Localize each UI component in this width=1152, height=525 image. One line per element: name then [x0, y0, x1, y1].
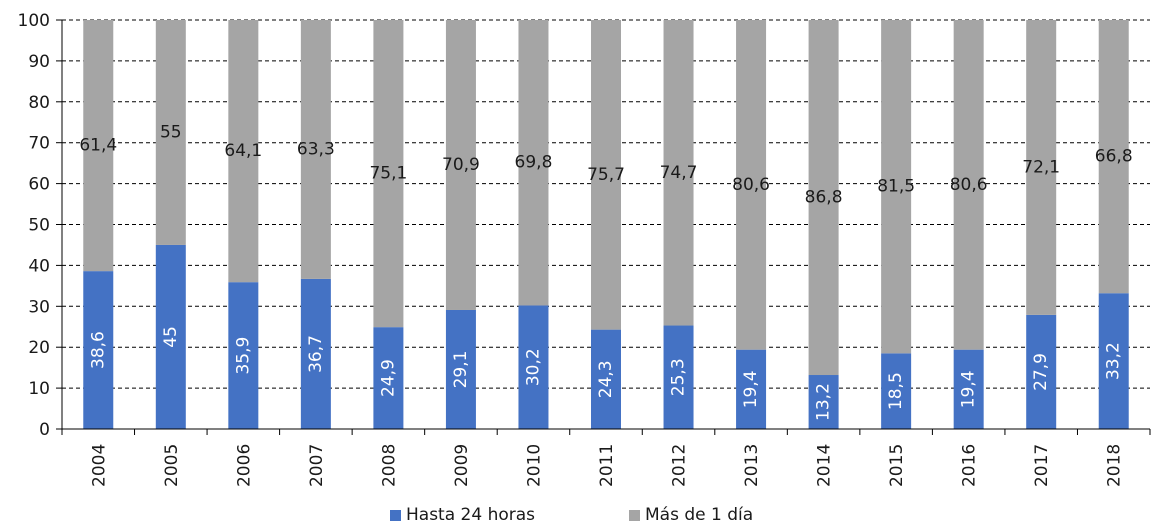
data-label-hasta-24-horas: 36,7 — [306, 335, 326, 373]
bar-hasta-24-horas-2007 — [300, 278, 331, 429]
data-label-mas-de-1-dia: 80,6 — [732, 175, 770, 195]
data-label-hasta-24-horas: 35,9 — [233, 337, 253, 375]
x-tick-label: 2013 — [742, 444, 762, 487]
bar-mas-de-1-dia-2017 — [1026, 20, 1057, 315]
data-label-mas-de-1-dia: 55 — [160, 122, 182, 142]
bar-hasta-24-horas-2012 — [663, 325, 694, 429]
x-tick-label: 2008 — [379, 444, 399, 487]
bar-mas-de-1-dia-2005 — [155, 20, 186, 245]
y-tick-label: 80 — [28, 93, 50, 113]
x-axis-tick-labels: 2004 2005 2006 2007 2008 2009 2010 2011 2012 2013… — [89, 444, 1124, 487]
legend-swatch-hasta-24-horas — [390, 510, 401, 521]
bar-hasta-24-horas-2010 — [518, 305, 549, 429]
legend-swatch-mas-de-1-dia — [629, 510, 640, 521]
x-tick-label: 2005 — [162, 444, 182, 487]
data-label-mas-de-1-dia: 66,8 — [1095, 147, 1133, 167]
data-label-mas-de-1-dia: 69,8 — [515, 153, 553, 173]
data-label-mas-de-1-dia: 74,7 — [660, 163, 698, 183]
x-tick-label: 2018 — [1105, 444, 1125, 487]
data-label-mas-de-1-dia: 75,7 — [587, 165, 625, 185]
x-tick-label: 2010 — [524, 444, 544, 487]
x-tick-label: 2012 — [670, 444, 690, 487]
data-label-hasta-24-horas: 30,2 — [523, 348, 543, 386]
bar-hasta-24-horas-2017 — [1026, 314, 1057, 429]
x-tick-label: 2017 — [1032, 444, 1052, 487]
bar-mas-de-1-dia-2010 — [518, 20, 549, 306]
data-label-hasta-24-horas: 38,6 — [88, 331, 108, 369]
bar-hasta-24-horas-2008 — [373, 327, 404, 429]
y-tick-label: 20 — [28, 338, 50, 358]
bar-hasta-24-horas-2014 — [808, 375, 839, 429]
data-label-hasta-24-horas: 24,9 — [378, 359, 398, 397]
y-tick-label: 40 — [28, 256, 50, 276]
bar-hasta-24-horas-2011 — [591, 329, 621, 429]
x-tick-label: 2015 — [887, 444, 907, 487]
bar-mas-de-1-dia-2006 — [228, 20, 259, 283]
legend: Hasta 24 horas Más de 1 día — [390, 505, 753, 525]
x-tick-label: 2016 — [960, 444, 980, 487]
data-label-hasta-24-horas: 18,5 — [886, 372, 906, 410]
y-tick-label: 0 — [39, 420, 50, 440]
legend-label-mas-de-1-dia: Más de 1 día — [645, 505, 753, 525]
data-label-hasta-24-horas: 19,4 — [741, 370, 761, 408]
y-tick-label: 60 — [28, 175, 50, 195]
data-label-mas-de-1-dia: 63,3 — [297, 139, 335, 159]
bar-hasta-24-horas-2013 — [736, 349, 767, 429]
data-label-mas-de-1-dia: 80,6 — [950, 175, 988, 195]
y-tick-label: 30 — [28, 297, 50, 317]
x-tick-label: 2011 — [597, 444, 617, 487]
bar-mas-de-1-dia-2015 — [881, 20, 912, 354]
data-label-hasta-24-horas: 19,4 — [959, 370, 979, 408]
bar-hasta-24-horas-2016 — [953, 349, 984, 429]
data-label-mas-de-1-dia: 72,1 — [1022, 157, 1060, 177]
bar-hasta-24-horas-2009 — [445, 309, 476, 429]
data-label-mas-de-1-dia: 61,4 — [79, 136, 117, 156]
bar-hasta-24-horas-2006 — [228, 282, 259, 429]
bar-hasta-24-horas-2015 — [881, 353, 912, 429]
data-label-hasta-24-horas: 29,1 — [451, 351, 471, 389]
axes — [56, 19, 1151, 435]
data-label-hasta-24-horas: 24,3 — [596, 360, 616, 398]
bar-mas-de-1-dia-2018 — [1098, 20, 1129, 294]
bar-mas-de-1-dia-2011 — [591, 20, 621, 330]
data-label-hasta-24-horas: 25,3 — [669, 358, 689, 396]
data-label-hasta-24-horas: 27,9 — [1031, 353, 1051, 391]
x-tick-label: 2007 — [307, 444, 327, 487]
bar-hasta-24-horas-2004 — [83, 271, 114, 429]
data-label-hasta-24-horas: 45 — [161, 326, 181, 348]
x-tick-label: 2014 — [815, 444, 835, 487]
y-tick-label: 70 — [28, 134, 50, 154]
bar-hasta-24-horas-2018 — [1098, 293, 1129, 429]
data-label-mas-de-1-dia: 81,5 — [877, 177, 915, 197]
bar-mas-de-1-dia-2016 — [953, 20, 984, 350]
bar-mas-de-1-dia-2007 — [300, 20, 331, 279]
bar-mas-de-1-dia-2014 — [808, 20, 839, 376]
bar-mas-de-1-dia-2008 — [373, 20, 404, 328]
data-label-mas-de-1-dia: 86,8 — [805, 188, 843, 208]
bar-mas-de-1-dia-2004 — [83, 20, 114, 272]
data-label-mas-de-1-dia: 64,1 — [224, 141, 262, 161]
data-label-mas-de-1-dia: 70,9 — [442, 155, 480, 175]
bar-hasta-24-horas-2005 — [155, 244, 186, 429]
legend-label-hasta-24-horas: Hasta 24 horas — [406, 505, 535, 525]
bar-mas-de-1-dia-2009 — [445, 20, 476, 310]
bars — [83, 20, 1129, 429]
y-tick-label: 10 — [28, 379, 50, 399]
y-axis-tick-labels: 0 10 20 30 40 50 60 70 80 90 100 — [18, 11, 50, 440]
y-tick-label: 90 — [28, 52, 50, 72]
data-label-hasta-24-horas: 33,2 — [1104, 342, 1124, 380]
y-tick-label: 50 — [28, 216, 50, 236]
x-tick-label: 2004 — [89, 444, 109, 487]
x-tick-label: 2009 — [452, 444, 472, 487]
data-label-hasta-24-horas: 13,2 — [814, 383, 834, 421]
bar-mas-de-1-dia-2012 — [663, 20, 694, 326]
data-labels: 38,6 61,4 45 55 35,9 64,1 36,7 63,3 24,9 75,1 29,1… — [79, 122, 1132, 420]
y-tick-label: 100 — [18, 11, 50, 31]
bar-mas-de-1-dia-2013 — [736, 20, 767, 350]
x-tick-label: 2006 — [234, 444, 254, 487]
data-label-mas-de-1-dia: 75,1 — [369, 164, 407, 184]
